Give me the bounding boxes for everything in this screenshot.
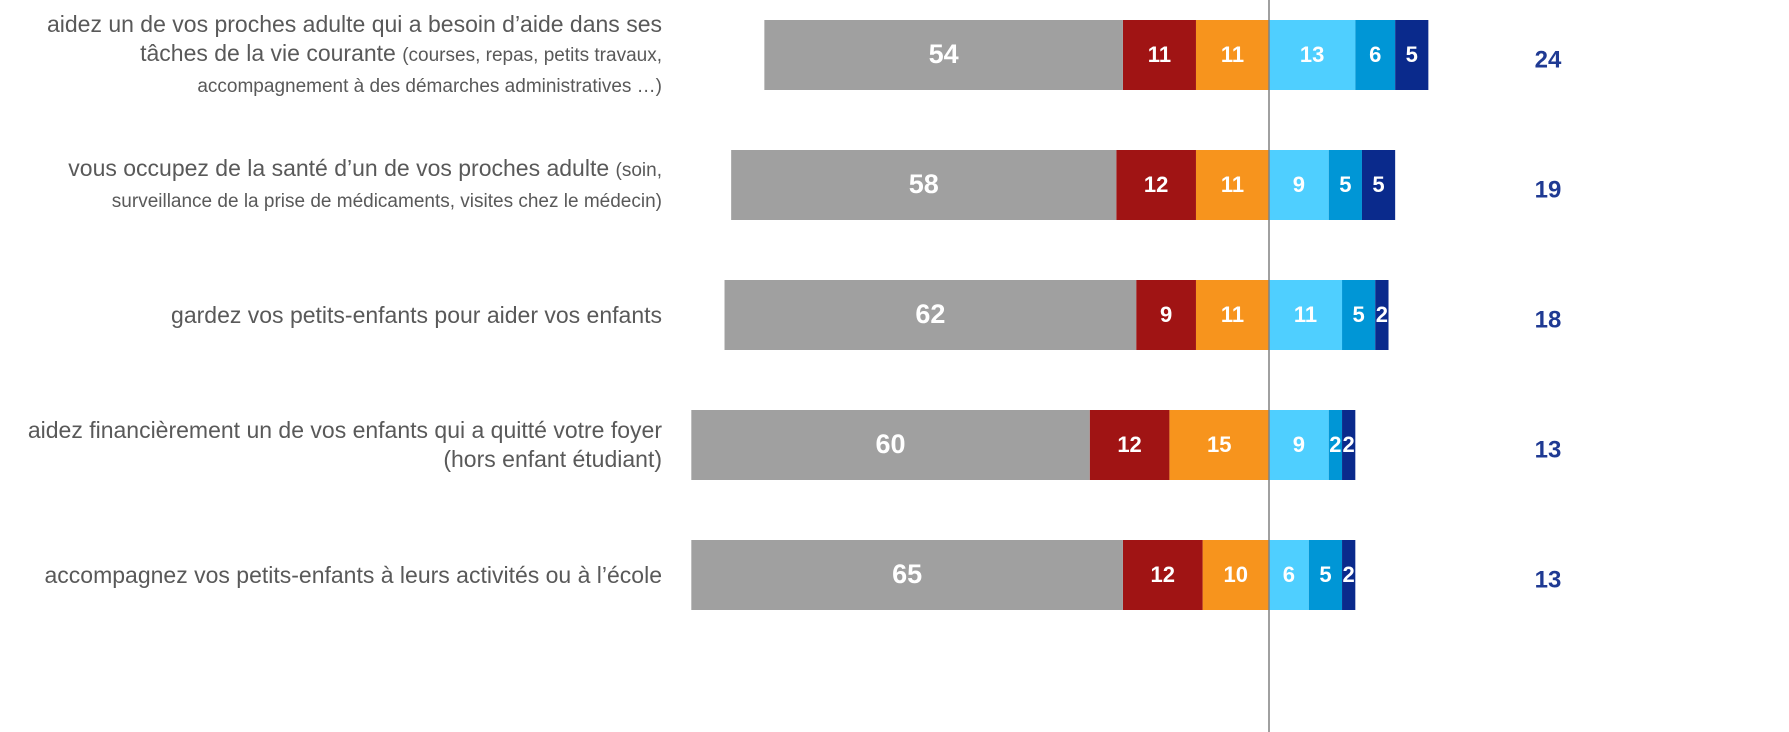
bar-segment xyxy=(764,20,1123,90)
category-detail: (soin, surveillance de la prise de médic… xyxy=(111,160,662,212)
bar-segment xyxy=(1169,410,1269,480)
bar-segment xyxy=(1342,280,1376,350)
value-label: 54 xyxy=(929,39,959,69)
bar-segment xyxy=(1395,20,1429,90)
bar-segment xyxy=(1122,20,1196,90)
bar-segment xyxy=(1195,280,1269,350)
value-label: 65 xyxy=(892,559,922,589)
bar-segment xyxy=(1195,150,1269,220)
total-label: 19 xyxy=(1535,176,1562,203)
category-text: gardez vos petits-enfants pour aider vos… xyxy=(171,301,662,330)
value-label: 5 xyxy=(1372,172,1384,197)
category-label: aidez un de vos proches adulte qui a bes… xyxy=(0,0,662,110)
category-text: accompagnez vos petits-enfants à leurs a… xyxy=(45,561,663,590)
value-label: 2 xyxy=(1343,432,1355,457)
value-label: 11 xyxy=(1221,42,1244,67)
value-label: 11 xyxy=(1221,302,1244,327)
value-label: 12 xyxy=(1117,432,1141,457)
value-label: 9 xyxy=(1293,172,1305,197)
bar-segment xyxy=(691,540,1123,610)
value-label: 5 xyxy=(1339,172,1351,197)
bar-segment xyxy=(1116,150,1196,220)
bar-segment xyxy=(1269,410,1329,480)
bar-segment xyxy=(724,280,1137,350)
category-detail: (courses, repas, petits travaux, accompa… xyxy=(197,44,662,97)
category-text: vous occupez de la santé d’un de vos pro… xyxy=(0,154,662,216)
category-text: aidez financièrement un de vos enfants q… xyxy=(0,416,662,474)
bar-segment xyxy=(1089,410,1170,480)
category-label: accompagnez vos petits-enfants à leurs a… xyxy=(0,520,663,630)
value-label: 58 xyxy=(909,169,939,199)
category-label: vous occupez de la santé d’un de vos pro… xyxy=(0,130,662,240)
value-label: 5 xyxy=(1406,42,1418,67)
category-main: vous occupez de la santé d’un de vos pro… xyxy=(68,155,610,181)
bar-segment xyxy=(1361,150,1396,220)
bar-segment xyxy=(1269,150,1329,220)
total-label: 13 xyxy=(1535,566,1562,593)
category-main: gardez vos petits-enfants pour aider vos… xyxy=(171,301,662,328)
total-label: 24 xyxy=(1535,46,1562,73)
value-label: 11 xyxy=(1294,302,1317,327)
value-label: 5 xyxy=(1319,562,1331,587)
value-label: 62 xyxy=(915,299,945,329)
value-label: 6 xyxy=(1369,42,1381,67)
bar-segment xyxy=(1355,20,1396,90)
bar-segment xyxy=(1328,150,1362,220)
bar-segment xyxy=(1269,280,1343,350)
category-main: accompagnez vos petits-enfants à leurs a… xyxy=(44,561,663,588)
bar-segment xyxy=(1328,410,1343,480)
bar-segment xyxy=(1269,540,1309,610)
total-label: 13 xyxy=(1535,436,1562,463)
value-label: 15 xyxy=(1207,432,1231,457)
bar-segment xyxy=(1122,540,1203,610)
bar-segment xyxy=(731,150,1117,220)
category-label: gardez vos petits-enfants pour aider vos… xyxy=(0,260,662,370)
value-label: 2 xyxy=(1343,562,1355,587)
category-main: aidez financièrement un de vos enfants q… xyxy=(27,417,662,472)
value-label: 9 xyxy=(1293,432,1305,457)
bar-segment xyxy=(1202,540,1269,610)
value-label: 12 xyxy=(1151,562,1175,587)
value-label: 10 xyxy=(1224,562,1248,587)
value-label: 2 xyxy=(1376,302,1388,327)
bar-segment xyxy=(1195,20,1269,90)
value-label: 9 xyxy=(1160,302,1172,327)
value-label: 60 xyxy=(875,429,905,459)
value-label: 2 xyxy=(1329,432,1341,457)
total-label: 18 xyxy=(1535,306,1562,333)
category-label: aidez financièrement un de vos enfants q… xyxy=(0,390,662,500)
value-label: 13 xyxy=(1300,42,1324,67)
category-text: aidez un de vos proches adulte qui a bes… xyxy=(0,10,662,101)
value-label: 11 xyxy=(1221,172,1244,197)
bar-segment xyxy=(1342,410,1356,480)
bar-segment xyxy=(1269,20,1356,90)
category-main: aidez un de vos proches adulte qui a bes… xyxy=(46,10,662,66)
bar-segment xyxy=(1308,540,1343,610)
bar-segment xyxy=(691,410,1090,480)
value-label: 5 xyxy=(1353,302,1365,327)
bar-segment xyxy=(1136,280,1196,350)
value-label: 6 xyxy=(1283,562,1295,587)
bar-segment xyxy=(1342,540,1356,610)
value-label: 12 xyxy=(1144,172,1168,197)
value-label: 11 xyxy=(1148,42,1171,67)
bar-segment xyxy=(1375,280,1389,350)
